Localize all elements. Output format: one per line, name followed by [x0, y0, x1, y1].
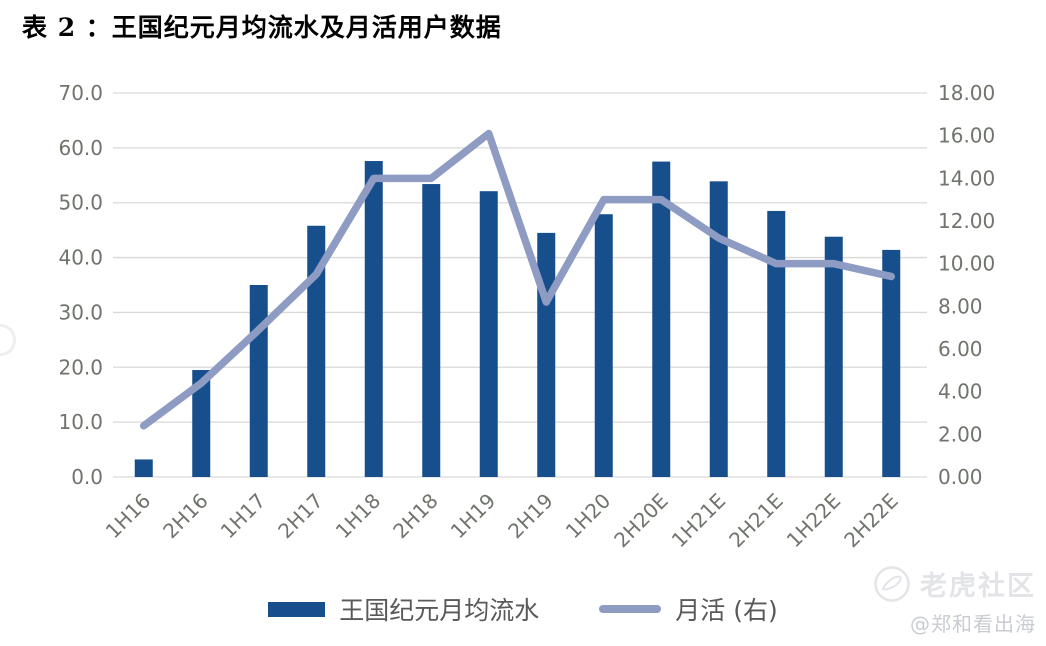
svg-text:1H20: 1H20	[561, 489, 616, 544]
line-series-swatch-icon	[599, 605, 662, 613]
svg-text:2H21E: 2H21E	[724, 489, 788, 553]
svg-text:12.00: 12.00	[938, 209, 995, 233]
svg-text:1H17: 1H17	[216, 489, 271, 544]
svg-text:18.00: 18.00	[938, 81, 995, 105]
svg-text:1H22E: 1H22E	[782, 489, 846, 553]
svg-text:20.0: 20.0	[58, 355, 103, 379]
svg-text:10.0: 10.0	[58, 410, 103, 434]
svg-text:8.00: 8.00	[938, 294, 983, 318]
svg-text:2.00: 2.00	[938, 422, 983, 446]
bar-series-swatch-icon	[268, 601, 326, 617]
svg-text:60.0: 60.0	[58, 136, 103, 160]
chart-legend: 王国纪元月均流水 月活 (右)	[0, 591, 1046, 627]
svg-text:30.0: 30.0	[58, 300, 103, 324]
line-series-label: 月活 (右)	[675, 596, 778, 625]
svg-text:4.00: 4.00	[938, 380, 983, 404]
svg-text:6.00: 6.00	[938, 337, 983, 361]
svg-text:1H18: 1H18	[331, 489, 386, 544]
svg-text:14.00: 14.00	[938, 166, 995, 190]
svg-text:2H22E: 2H22E	[839, 489, 903, 553]
bar-series-label: 王国纪元月均流水	[339, 596, 540, 625]
svg-text:2H16: 2H16	[158, 489, 213, 544]
svg-text:16.00: 16.00	[938, 124, 995, 148]
legend-item-revenue: 王国纪元月均流水	[268, 591, 539, 627]
svg-text:70.0: 70.0	[58, 81, 103, 105]
svg-text:50.0: 50.0	[58, 191, 103, 215]
tiger-logo-icon	[874, 565, 910, 602]
svg-text:1H19: 1H19	[446, 489, 501, 544]
watermark-brand: 老虎社区	[920, 571, 1036, 602]
watermark: 老虎社区 @郑和看出海	[873, 564, 1036, 637]
svg-text:1H21E: 1H21E	[667, 489, 731, 553]
svg-text:2H20E: 2H20E	[609, 489, 673, 553]
figure-title: 表 2 ：王国纪元月均流水及月活用户数据	[22, 13, 502, 42]
svg-text:0.00: 0.00	[938, 465, 983, 489]
svg-text:1H16: 1H16	[101, 489, 156, 544]
svg-text:2H18: 2H18	[388, 489, 443, 544]
svg-text:10.00: 10.00	[938, 252, 995, 276]
svg-text:2H19: 2H19	[503, 489, 558, 544]
svg-text:40.0: 40.0	[58, 246, 103, 270]
svg-text:2H17: 2H17	[273, 489, 328, 544]
legend-item-mau: 月活 (右)	[599, 591, 778, 627]
watermark-handle: @郑和看出海	[910, 612, 1036, 636]
svg-text:0.0: 0.0	[71, 465, 103, 489]
